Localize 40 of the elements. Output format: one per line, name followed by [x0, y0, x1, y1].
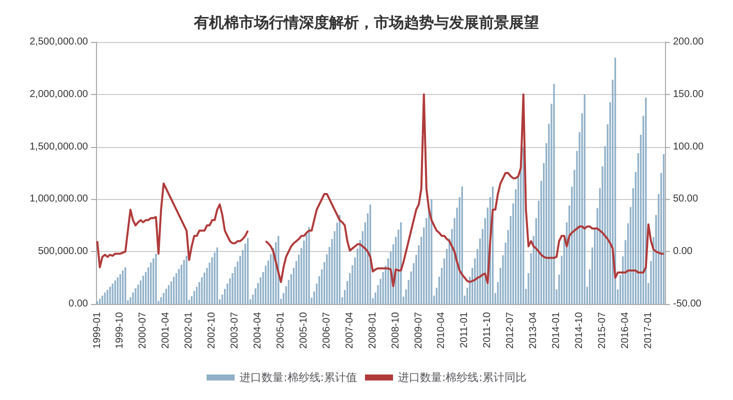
x-tick-label: 2008-10	[390, 312, 402, 349]
x-tick-label: 2016-04	[620, 312, 631, 349]
x-tick-label: 2011-10	[482, 312, 494, 348]
x-tick-label: 2003-07	[230, 312, 241, 349]
x-tick-label: 2007-04	[344, 312, 356, 349]
x-tick-label: 2013-04	[528, 312, 540, 349]
y2-tick-label: 0.00	[673, 246, 693, 258]
y-tick-label: 0.00	[68, 298, 88, 310]
x-tick-label: 2011-01	[459, 312, 470, 348]
y2-tick-label: 150.00	[673, 88, 704, 100]
x-tick-label: 2002-01	[184, 312, 195, 349]
legend-label: 进口数量:棉纱线:累计值	[240, 371, 358, 384]
x-tick-label: 2000-07	[138, 312, 149, 349]
x-tick-label: 2009-07	[413, 312, 424, 349]
y-tick-label: 1,000,000.00	[30, 194, 88, 205]
x-tick-label: 2008-01	[367, 312, 378, 349]
x-tick-label: 2005-01	[275, 312, 286, 349]
y2-tick-label: 200.00	[673, 36, 704, 48]
y-tick-label: 2,500,000.00	[30, 36, 88, 48]
x-tick-label: 2015-07	[596, 312, 608, 349]
chart-title: 有机棉市场行情深度解析，市场趋势与发展前景展望	[193, 14, 539, 32]
y2-tick-label: 100.00	[673, 141, 704, 152]
x-tick-label: 2001-04	[160, 312, 172, 349]
x-tick-label: 2006-07	[321, 312, 332, 349]
legend-label: 进口数量:棉纱线:累计同比	[398, 371, 526, 384]
y-tick-label: 2,000,000.00	[30, 88, 88, 100]
x-tick-label: 2017-01	[642, 312, 654, 349]
x-tick-label: 2004-04	[252, 312, 264, 349]
y-tick-label: 1,500,000.00	[30, 141, 88, 152]
x-tick-label: 1999-01	[92, 312, 103, 349]
x-tick-label: 2005-10	[298, 312, 310, 349]
x-tick-label: 2014-01	[551, 312, 562, 349]
y2-tick-label: 50.00	[673, 194, 698, 205]
y-tick-label: 500,000.00	[38, 246, 88, 258]
x-tick-label: 1999-10	[114, 312, 126, 349]
x-tick-label: 2012-07	[505, 312, 516, 349]
x-tick-label: 2002-10	[206, 312, 218, 349]
x-tick-label: 2014-10	[574, 312, 586, 349]
y2-tick-label: -50.00	[673, 298, 702, 310]
x-tick-label: 2010-04	[436, 312, 448, 349]
